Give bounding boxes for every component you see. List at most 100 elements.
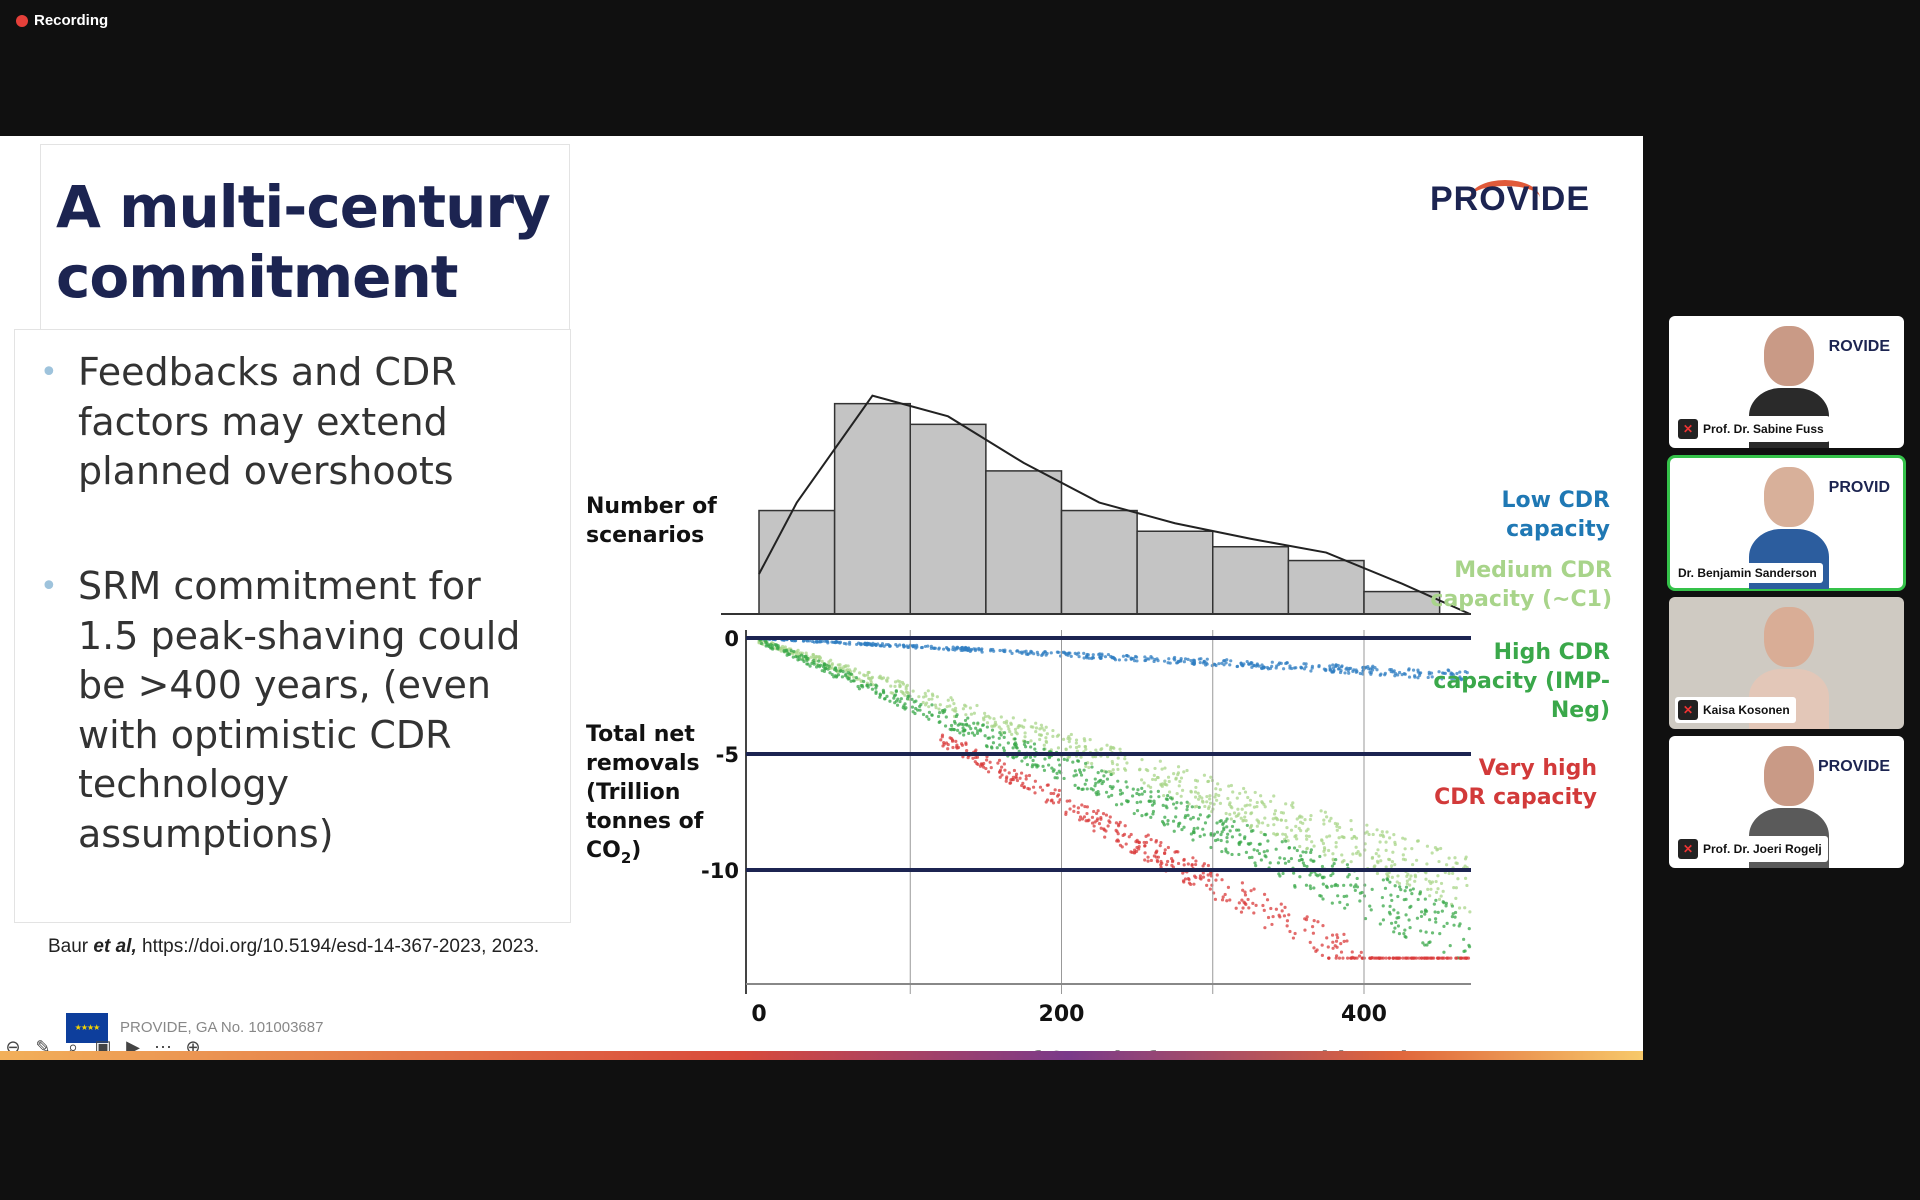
scatter-point bbox=[1463, 949, 1467, 953]
scatter-point bbox=[862, 679, 866, 684]
scatter-point bbox=[1231, 790, 1235, 794]
scatter-point bbox=[1375, 828, 1379, 832]
scatter-point bbox=[1451, 912, 1455, 916]
scatter-point bbox=[1174, 806, 1178, 810]
scatter-point bbox=[1000, 773, 1004, 777]
scatter-point bbox=[1132, 851, 1137, 855]
scatter-point bbox=[820, 659, 824, 663]
scatter-point bbox=[1432, 902, 1436, 906]
scatter-point bbox=[1237, 901, 1241, 905]
scatter-point bbox=[1044, 736, 1048, 740]
scatter-point bbox=[1177, 784, 1181, 788]
scatter-point bbox=[1325, 835, 1329, 839]
scatter-point bbox=[1279, 661, 1283, 665]
scatter-point bbox=[960, 743, 965, 747]
x-tick-label: 200 bbox=[1039, 1002, 1085, 1027]
scatter-point bbox=[802, 659, 806, 664]
y-tick-label: 0 bbox=[724, 627, 739, 651]
scatter-point bbox=[1090, 815, 1095, 819]
scatter-point bbox=[1051, 734, 1055, 738]
scatter-point bbox=[1033, 763, 1037, 767]
scatter-point bbox=[1345, 863, 1350, 867]
scatter-point bbox=[1263, 926, 1267, 930]
scatter-point bbox=[1151, 809, 1156, 814]
scatter-point bbox=[1297, 858, 1301, 863]
scatter-point bbox=[1150, 777, 1155, 782]
scatter-point bbox=[1164, 804, 1168, 808]
participant-video-3[interactable]: ✕ Kaisa Kosonen bbox=[1669, 597, 1904, 729]
scatter-point bbox=[1202, 833, 1206, 837]
scatter-point bbox=[1101, 812, 1106, 816]
scatter-point bbox=[827, 660, 831, 664]
scatter-point bbox=[1428, 894, 1432, 898]
scatter-point bbox=[892, 694, 897, 698]
participant-video-2[interactable]: PROVID Dr. Benjamin Sanderson bbox=[1667, 455, 1906, 591]
scatter-point bbox=[942, 647, 946, 651]
scatter-point bbox=[1332, 862, 1336, 866]
scatter-point bbox=[1162, 851, 1167, 855]
scatter-point bbox=[1294, 666, 1298, 670]
scatter-point bbox=[1135, 838, 1139, 842]
scatter-point bbox=[1349, 666, 1353, 670]
scatter-point bbox=[1120, 802, 1124, 806]
scatter-point bbox=[1245, 803, 1249, 807]
scatter-ylabel-line4: tonnes of bbox=[586, 809, 704, 834]
histogram-bar bbox=[1212, 546, 1290, 615]
scatter-point bbox=[1157, 795, 1161, 799]
scatter-point bbox=[905, 697, 910, 701]
scatter-point bbox=[1090, 765, 1094, 769]
scatter-point bbox=[966, 756, 970, 760]
scatter-point bbox=[1068, 807, 1072, 811]
scatter-point bbox=[1308, 884, 1312, 888]
scatter-point bbox=[1123, 757, 1127, 761]
scatter-point bbox=[1367, 832, 1371, 837]
scatter-point bbox=[1321, 841, 1326, 846]
scatter-point bbox=[1334, 840, 1338, 845]
scatter-point bbox=[927, 705, 931, 709]
participant-video-1[interactable]: ROVIDE ✕ Prof. Dr. Sabine Fuss bbox=[1669, 316, 1904, 448]
scatter-point bbox=[1410, 847, 1414, 851]
scatter-point bbox=[975, 731, 980, 735]
scatter-point bbox=[954, 709, 958, 713]
scatter-point bbox=[773, 643, 778, 647]
scatter-point bbox=[1279, 902, 1283, 906]
scatter-point bbox=[1124, 780, 1128, 784]
scatter-point bbox=[1260, 821, 1265, 825]
scatter-point bbox=[1104, 790, 1109, 794]
scatter-point bbox=[840, 675, 844, 679]
scatter-point bbox=[1109, 654, 1113, 659]
scatter-point bbox=[995, 746, 999, 750]
scatter-point bbox=[984, 766, 988, 771]
scatter-point bbox=[1391, 670, 1395, 674]
scatter-point bbox=[1336, 894, 1340, 898]
scatter-point bbox=[1160, 767, 1164, 771]
scatter-point bbox=[1300, 858, 1304, 862]
scatter-point bbox=[988, 649, 993, 653]
scatter-point bbox=[1411, 668, 1416, 672]
scatter-point bbox=[1053, 788, 1057, 792]
scatter-point bbox=[1450, 915, 1454, 919]
scatter-point bbox=[1349, 883, 1353, 887]
scatter-point bbox=[1115, 830, 1119, 834]
scatter-point bbox=[1138, 800, 1143, 804]
scatter-point bbox=[1424, 930, 1428, 934]
scatter-point bbox=[1339, 941, 1343, 946]
scatter-point bbox=[1090, 656, 1094, 661]
scatter-point bbox=[910, 697, 914, 701]
scatter-point bbox=[1149, 655, 1153, 659]
scatter-point bbox=[1156, 789, 1160, 793]
scatter-point bbox=[1248, 798, 1253, 802]
participant-video-4[interactable]: PROVIDE ✕ Prof. Dr. Joeri Rogelj bbox=[1669, 736, 1904, 868]
scatter-point bbox=[1408, 877, 1412, 881]
scatter-point bbox=[998, 648, 1002, 653]
scatter-point bbox=[1149, 815, 1153, 819]
scatter-point bbox=[1109, 772, 1113, 777]
scatter-point bbox=[1384, 840, 1388, 844]
scatter-point bbox=[1331, 872, 1335, 876]
scatter-point bbox=[1151, 812, 1155, 816]
eu-flag-icon: ★★★★ bbox=[66, 1013, 108, 1043]
zoom-icon[interactable]: ⌕ bbox=[67, 1037, 79, 1057]
scatter-point bbox=[1167, 790, 1172, 794]
scatter-point bbox=[1049, 799, 1053, 803]
scatter-point bbox=[857, 677, 861, 681]
